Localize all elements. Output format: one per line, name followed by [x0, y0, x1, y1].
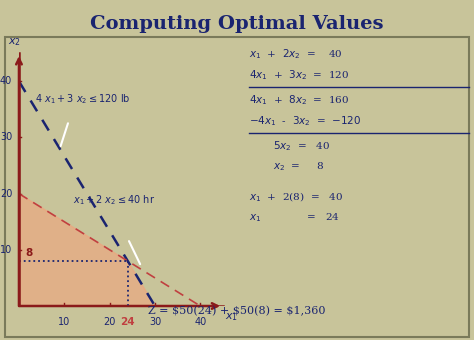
Text: $x_1 + 2\ x_2 \leq 40$ hr: $x_1 + 2\ x_2 \leq 40$ hr	[73, 194, 155, 207]
Text: Computing Optimal Values: Computing Optimal Values	[90, 15, 384, 33]
Text: $4x_1$  +  $8x_2$  =  160: $4x_1$ + $8x_2$ = 160	[249, 94, 349, 107]
Text: $-4x_1$  -  $3x_2$  =  $-120$: $-4x_1$ - $3x_2$ = $-120$	[249, 114, 361, 128]
Text: $5x_2$  =   40: $5x_2$ = 40	[273, 139, 330, 153]
Text: 40: 40	[194, 317, 207, 327]
Text: $x_1$  +  $2x_2$  =    40: $x_1$ + $2x_2$ = 40	[249, 48, 343, 61]
Text: 20: 20	[0, 189, 12, 199]
Text: $x_1$              =   24: $x_1$ = 24	[249, 211, 339, 224]
Text: 8: 8	[26, 248, 33, 258]
Polygon shape	[19, 194, 155, 306]
Text: $4x_1$  +  $3x_2$  =  120: $4x_1$ + $3x_2$ = 120	[249, 68, 349, 82]
Text: 10: 10	[58, 317, 71, 327]
Text: 24: 24	[120, 317, 135, 327]
Text: $x_2$  =     8: $x_2$ = 8	[273, 160, 324, 173]
Text: $4\ x_1 + 3\ x_2 \leq 120$ lb: $4\ x_1 + 3\ x_2 \leq 120$ lb	[35, 92, 130, 106]
Text: 30: 30	[0, 133, 12, 142]
Text: $x_2$: $x_2$	[8, 36, 21, 48]
Text: Z = $50(24) + $50(8) = $1,360: Z = $50(24) + $50(8) = $1,360	[148, 306, 326, 316]
Text: 20: 20	[103, 317, 116, 327]
Text: $x_1$  +  2(8)  =   40: $x_1$ + 2(8) = 40	[249, 190, 343, 204]
Text: 10: 10	[0, 245, 12, 255]
Text: 40: 40	[0, 76, 12, 86]
Text: $x_1$: $x_1$	[225, 312, 238, 323]
Text: 30: 30	[149, 317, 161, 327]
